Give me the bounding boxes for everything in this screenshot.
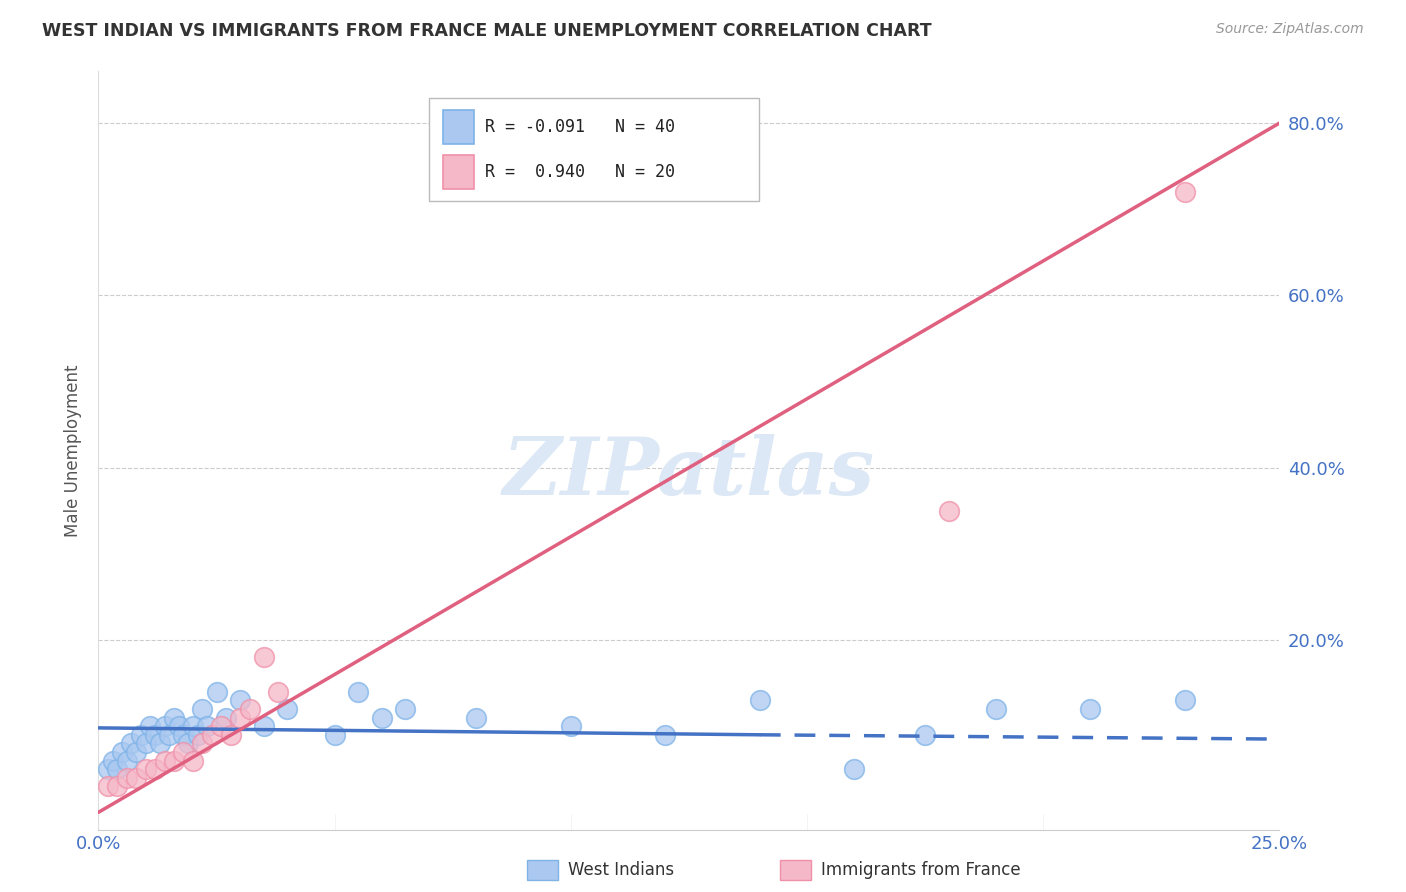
Point — [105, 780, 128, 794]
Point — [984, 702, 1007, 716]
Point — [371, 710, 394, 724]
Point — [654, 728, 676, 742]
Point — [163, 754, 186, 768]
Point — [323, 728, 346, 742]
Text: West Indians: West Indians — [568, 861, 673, 879]
Point — [195, 719, 218, 733]
Point — [97, 762, 120, 776]
Point — [153, 719, 176, 733]
Point — [191, 736, 214, 750]
Point — [157, 728, 180, 742]
Point — [181, 719, 204, 733]
Point — [191, 702, 214, 716]
Point — [143, 762, 166, 776]
Point — [135, 736, 157, 750]
Point — [1174, 185, 1197, 199]
Text: Immigrants from France: Immigrants from France — [821, 861, 1021, 879]
Point — [115, 754, 138, 768]
Point — [219, 728, 242, 742]
Point — [143, 728, 166, 742]
Point — [1174, 693, 1197, 707]
Point — [205, 684, 228, 698]
Point — [267, 684, 290, 698]
Point — [209, 719, 232, 733]
Point — [177, 736, 200, 750]
Point — [125, 771, 148, 785]
Point — [163, 710, 186, 724]
Y-axis label: Male Unemployment: Male Unemployment — [63, 364, 82, 537]
Point — [1080, 702, 1102, 716]
Point — [172, 745, 194, 759]
Point — [276, 702, 298, 716]
Text: R = -0.091   N = 40: R = -0.091 N = 40 — [485, 118, 675, 136]
Text: WEST INDIAN VS IMMIGRANTS FROM FRANCE MALE UNEMPLOYMENT CORRELATION CHART: WEST INDIAN VS IMMIGRANTS FROM FRANCE MA… — [42, 22, 932, 40]
Point — [153, 754, 176, 768]
Point — [560, 719, 582, 733]
Point — [172, 728, 194, 742]
Point — [239, 702, 262, 716]
Text: ZIPatlas: ZIPatlas — [503, 434, 875, 512]
Point — [97, 780, 120, 794]
Point — [229, 710, 252, 724]
Point — [129, 728, 152, 742]
Point — [215, 710, 238, 724]
Point — [748, 693, 770, 707]
Point — [105, 762, 128, 776]
Text: Source: ZipAtlas.com: Source: ZipAtlas.com — [1216, 22, 1364, 37]
Point — [181, 754, 204, 768]
Point — [938, 504, 960, 518]
Point — [253, 650, 276, 665]
Point — [187, 728, 209, 742]
Point — [167, 719, 190, 733]
Point — [914, 728, 936, 742]
Point — [111, 745, 134, 759]
Point — [347, 684, 370, 698]
Point — [253, 719, 276, 733]
Point — [201, 728, 224, 742]
Point — [139, 719, 162, 733]
Text: R =  0.940   N = 20: R = 0.940 N = 20 — [485, 163, 675, 181]
Point — [121, 736, 143, 750]
Point — [101, 754, 124, 768]
Point — [135, 762, 157, 776]
Point — [229, 693, 252, 707]
Point — [149, 736, 172, 750]
Point — [394, 702, 416, 716]
Point — [115, 771, 138, 785]
Point — [125, 745, 148, 759]
Point — [465, 710, 488, 724]
Point — [844, 762, 866, 776]
